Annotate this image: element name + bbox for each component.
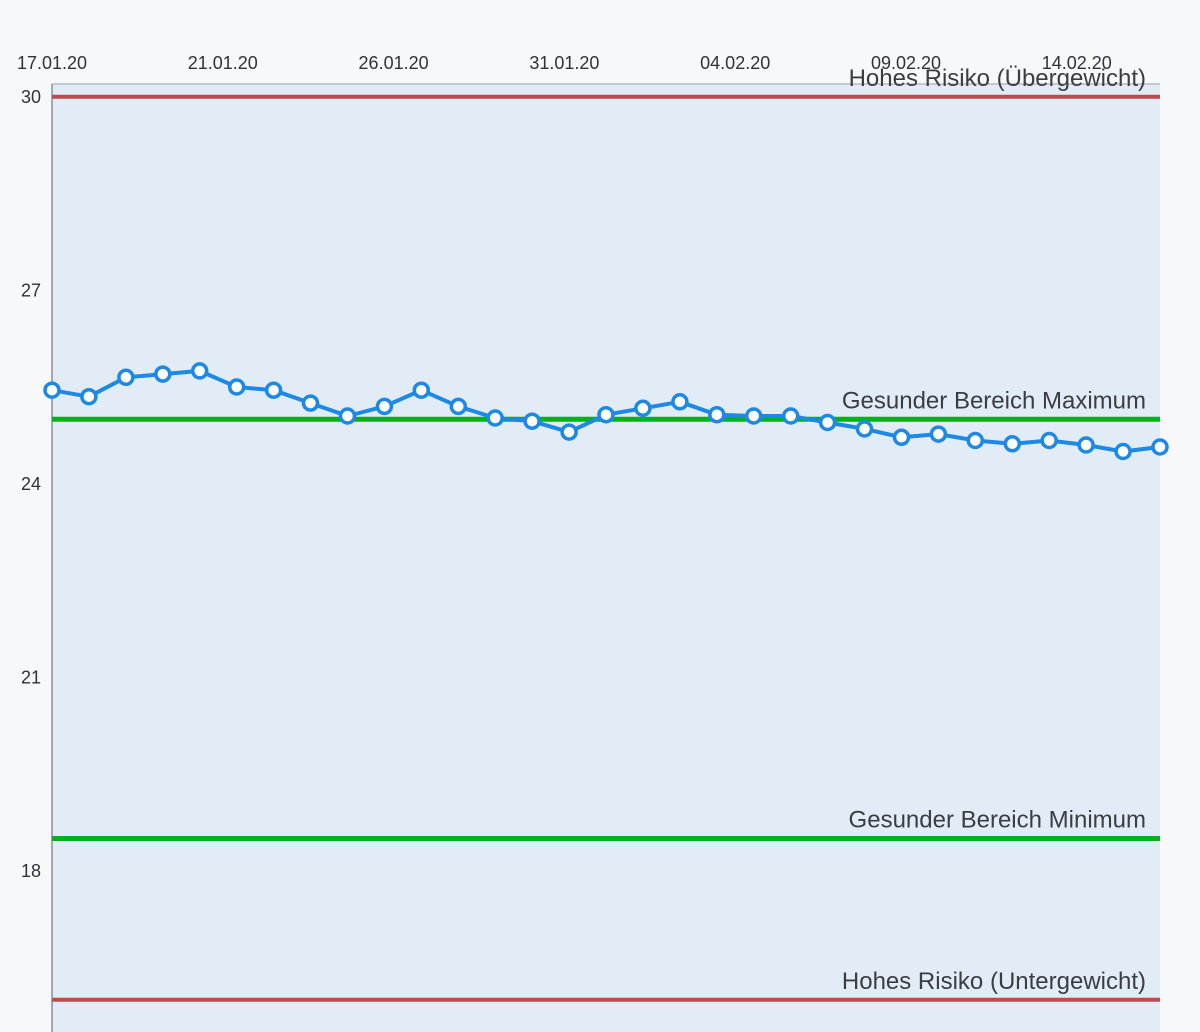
reference-line-label: Hohes Risiko (Untergewicht) xyxy=(842,968,1146,995)
y-tick-label: 24 xyxy=(21,474,41,494)
data-point xyxy=(966,431,985,450)
data-point xyxy=(929,425,948,443)
data-point xyxy=(154,365,172,383)
data-point xyxy=(892,428,911,447)
y-tick-label: 18 xyxy=(21,861,41,881)
y-tick-label: 30 xyxy=(21,87,41,107)
data-point xyxy=(449,397,468,416)
data-point xyxy=(43,381,61,399)
data-point xyxy=(80,387,98,406)
reference-line-label: Hohes Risiko (Übergewicht) xyxy=(849,65,1146,92)
data-point xyxy=(117,368,135,387)
data-point xyxy=(671,393,689,411)
reference-line-label: Gesunder Bereich Maximum xyxy=(842,387,1146,414)
x-tick-label: 04.02.20 xyxy=(700,53,770,73)
data-point xyxy=(818,413,837,432)
x-tick-label: 09.02.20 xyxy=(871,53,941,73)
data-point xyxy=(301,394,320,412)
data-point xyxy=(855,420,874,438)
x-tick-label: 21.01.20 xyxy=(188,53,258,73)
data-point xyxy=(338,407,357,425)
data-point xyxy=(560,423,578,441)
x-tick-label: 17.01.20 xyxy=(17,53,87,73)
data-point xyxy=(708,405,726,424)
data-point xyxy=(190,362,209,380)
data-point xyxy=(1151,438,1169,456)
data-point xyxy=(634,399,652,418)
data-point xyxy=(1040,431,1058,450)
data-point xyxy=(412,381,431,399)
plot-area xyxy=(52,84,1160,1032)
y-tick-label: 27 xyxy=(21,280,41,300)
x-tick-label: 31.01.20 xyxy=(529,53,599,73)
data-point xyxy=(227,378,246,396)
x-tick-label: 14.02.20 xyxy=(1042,53,1112,73)
data-point xyxy=(1003,435,1022,453)
bmi-series xyxy=(43,362,1169,461)
x-tick-label: 26.01.20 xyxy=(359,53,429,73)
data-point xyxy=(597,405,615,424)
data-point xyxy=(523,412,541,430)
data-point xyxy=(781,407,800,425)
reference-line-label: Gesunder Bereich Minimum xyxy=(849,807,1146,834)
y-tick-label: 21 xyxy=(21,667,41,687)
data-point xyxy=(264,381,283,399)
y-axis-tick-labels: 18 21 24 27 30 xyxy=(21,87,41,881)
data-point xyxy=(486,409,504,427)
data-point xyxy=(1114,442,1132,461)
data-point xyxy=(1077,436,1095,454)
x-axis-tick-labels: 17.01.20 21.01.20 26.01.20 31.01.20 04.02.20… xyxy=(17,53,1112,73)
data-point xyxy=(744,407,763,425)
data-point xyxy=(375,397,394,416)
